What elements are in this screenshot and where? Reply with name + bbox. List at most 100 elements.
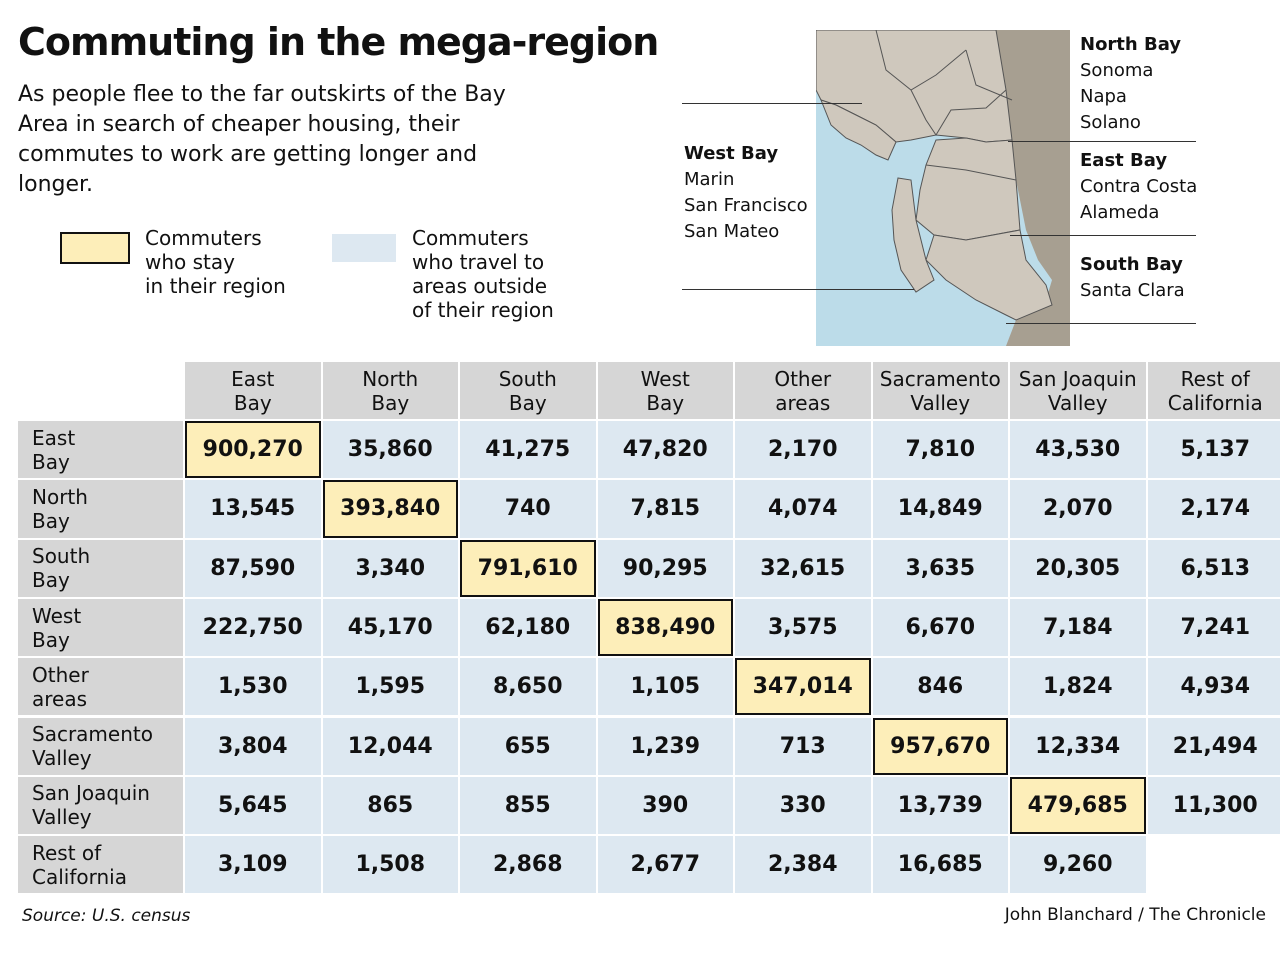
table-cell: 1,508 [322,836,458,894]
table-cell: 1,239 [597,717,733,775]
table-cell: 222,750 [185,598,321,657]
table-cell: 2,868 [460,836,596,894]
table-cell-same-region: 791,610 [460,539,596,597]
table-cell: 45,170 [322,598,458,657]
table-cell: 4,934 [1147,658,1280,716]
table-cell-same-region: 838,490 [597,598,733,657]
legend-travel-label: Commuters who travel to areas outside of… [412,226,554,322]
table-cell: 1,530 [185,658,321,716]
legend-stay-swatch [60,232,130,264]
table-cell: 655 [460,717,596,775]
column-header: Other areas [735,362,871,419]
table-cell: 12,044 [322,717,458,775]
column-header: North Bay [322,362,458,419]
column-header: East Bay [185,362,321,419]
table-cell: 1,105 [597,658,733,716]
source-note: Source: U.S. census [22,906,191,926]
map-south-bay [925,229,1053,321]
table-cell: 3,804 [185,717,321,775]
table-cell: 32,615 [735,539,871,597]
region-name: West Bay [684,143,779,164]
county-name: Alameda [1080,202,1160,223]
table-cell: 87,590 [185,539,321,597]
label-north-bay: North Bay Sonoma Napa Solano [1080,32,1181,136]
table-cell: 12,334 [1010,717,1146,775]
table-cell-same-region: 900,270 [185,421,321,479]
bay-area-map [816,30,1070,346]
row-header: Rest of California [18,836,183,894]
table-cell: 3,575 [735,598,871,657]
table-cell: 2,170 [735,421,871,479]
map-west-bay [891,177,935,293]
map-marin [820,99,897,161]
table-cell: 390 [597,776,733,835]
county-name: Solano [1080,112,1141,133]
table-cell: 20,305 [1010,539,1146,597]
table-cell: 7,184 [1010,598,1146,657]
table-cell: 3,109 [185,836,321,894]
column-header: San Joaquin Valley [1010,362,1146,419]
map-outer-region [996,30,1070,346]
table-cell: 41,275 [460,421,596,479]
table-cell: 1,824 [1010,658,1146,716]
label-east-bay: East Bay Contra Costa Alameda [1080,148,1197,226]
row-header: South Bay [18,539,183,597]
leader-north-bay [682,103,862,104]
table-cell: 2,070 [1010,480,1146,538]
row-header: East Bay [18,421,183,479]
table-cell: 3,340 [322,539,458,597]
region-name: East Bay [1080,150,1168,171]
row-header: Other areas [18,658,183,716]
county-name: Sonoma [1080,60,1154,81]
region-name: South Bay [1080,254,1183,275]
column-header: Rest of California [1147,362,1280,419]
table-cell: 846 [872,658,1008,716]
table-cell: 8,650 [460,658,596,716]
table-cell: 1,595 [322,658,458,716]
region-name: North Bay [1080,34,1182,55]
row-header: San Joaquin Valley [18,776,183,835]
credit: John Blanchard / The Chronicle [1004,905,1266,925]
map-east-bay [915,137,1021,241]
table-cell: 740 [460,480,596,538]
row-header: North Bay [18,480,183,538]
table-cell: 7,241 [1147,598,1280,657]
table-cell: 47,820 [597,421,733,479]
table-cell-same-region: 479,685 [1010,776,1146,835]
county-name: Napa [1080,86,1127,107]
column-header: South Bay [460,362,596,419]
column-header: West Bay [597,362,733,419]
table-cell: 5,645 [185,776,321,835]
leader-south-bay [1006,323,1196,324]
table-cell-same-region: 393,840 [322,480,458,538]
table-cell: 21,494 [1147,717,1280,775]
table-cell-same-region: 347,014 [735,658,871,716]
label-west-bay: West Bay Marin San Francisco San Mateo [684,141,808,245]
row-header: Sacramento Valley [18,717,183,775]
table-cell: 2,174 [1147,480,1280,538]
table-cell: 865 [322,776,458,835]
leader-east-bay [1010,235,1196,236]
table-cell-same-region: 957,670 [872,717,1008,775]
county-name: Contra Costa [1080,176,1198,197]
table-cell: 9,260 [1010,836,1146,894]
table-cell: 11,300 [1147,776,1280,835]
label-south-bay: South Bay Santa Clara [1080,252,1185,304]
table-cell: 14,849 [872,480,1008,538]
table-cell: 62,180 [460,598,596,657]
table-cell: 855 [460,776,596,835]
legend-travel-swatch [332,234,396,262]
leader-north-bay-right [1008,141,1196,142]
table-cell: 90,295 [597,539,733,597]
table-cell: 6,513 [1147,539,1280,597]
map-county-lines [875,30,1017,181]
legend-stay-label: Commuters who stay in their region [145,226,286,298]
table-cell: 43,530 [1010,421,1146,479]
row-header: West Bay [18,598,183,657]
table-cell: 13,545 [185,480,321,538]
table-cell: 7,810 [872,421,1008,479]
column-header: Sacramento Valley [872,362,1008,419]
table-cell: 6,670 [872,598,1008,657]
county-name: San Mateo [684,221,780,242]
table-cell: 16,685 [872,836,1008,894]
